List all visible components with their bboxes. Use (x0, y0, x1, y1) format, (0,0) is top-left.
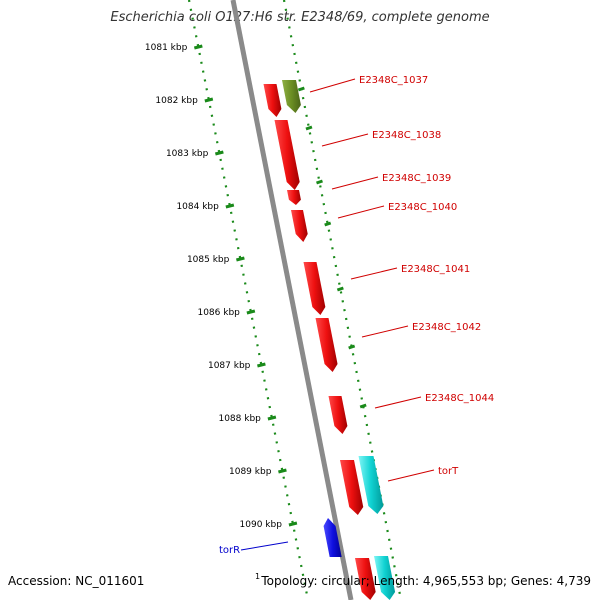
kbp-tick (225, 203, 235, 209)
outer-tick (316, 179, 323, 185)
gene-feature[interactable] (282, 80, 301, 113)
gene-label[interactable]: E2348C_1041 (401, 264, 470, 275)
gene-feature[interactable] (340, 460, 364, 515)
gene-label[interactable]: E2348C_1042 (412, 322, 481, 333)
gene-leader-line (337, 205, 385, 219)
outer-tick (324, 221, 332, 227)
gene-feature[interactable] (274, 120, 300, 190)
gene-label[interactable]: E2348C_1040 (388, 202, 457, 213)
footnote-mark: 1 (255, 572, 261, 581)
gene-feature[interactable] (374, 556, 396, 600)
outer-tick (336, 286, 344, 292)
kbp-tick (236, 256, 245, 262)
kbp-tick (214, 150, 224, 156)
gene-leader-line (240, 541, 289, 551)
kbp-tick-label: 1084 kbp (176, 202, 219, 212)
gene-label[interactable]: E2348C_1037 (359, 75, 428, 86)
kbp-tick (204, 97, 214, 103)
map-title: Escherichia coli O127:H6 str. E2348/69, … (110, 10, 490, 25)
kbp-tick-label: 1086 kbp (197, 308, 240, 318)
kbp-tick (246, 309, 256, 315)
gene-leader-line (321, 133, 369, 147)
gene-leader-line (361, 325, 409, 338)
outer-tick (297, 86, 305, 92)
gene-feature[interactable] (263, 84, 282, 117)
kbp-tick (193, 44, 203, 50)
kbp-tick (257, 362, 266, 368)
genome-backbone (230, 0, 354, 600)
kbp-tick-label: 1087 kbp (208, 361, 251, 371)
kbp-tick-label: 1083 kbp (166, 149, 209, 159)
kbp-tick-label: 1088 kbp (218, 414, 261, 424)
kbp-tick (267, 415, 277, 421)
kbp-tick (288, 521, 298, 527)
gene-feature[interactable] (355, 558, 376, 600)
genome-summary: Topology: circular; Length: 4,965,553 bp… (261, 574, 591, 588)
outer-tick (348, 344, 356, 350)
gene-label[interactable]: E2348C_1044 (425, 393, 494, 404)
gene-label[interactable]: torR (219, 545, 240, 556)
kbp-tick-label: 1085 kbp (187, 255, 230, 265)
gene-feature[interactable] (323, 518, 342, 557)
kbp-tick-label: 1082 kbp (155, 96, 198, 106)
gene-leader-line (309, 78, 356, 93)
gene-leader-line (387, 469, 435, 482)
gene-feature[interactable] (315, 318, 338, 372)
outer-tick (305, 125, 313, 131)
gene-label[interactable]: torT (438, 466, 459, 477)
gene-feature[interactable] (291, 210, 308, 242)
gene-label[interactable]: E2348C_1039 (382, 173, 451, 184)
gene-feature[interactable] (287, 190, 301, 205)
outer-tick (359, 403, 367, 409)
gene-leader-line (374, 396, 422, 409)
kbp-tick (278, 468, 287, 474)
gene-leader-line (331, 176, 379, 190)
kbp-tick-label: 1081 kbp (145, 43, 188, 53)
kbp-tick-label: 1090 kbp (240, 520, 283, 530)
accession-text: Accession: NC_011601 (8, 574, 145, 588)
gene-leader-line (350, 267, 398, 280)
gene-feature[interactable] (328, 396, 348, 434)
gene-label[interactable]: E2348C_1038 (372, 130, 441, 141)
kbp-tick-label: 1089 kbp (229, 467, 272, 477)
gene-feature[interactable] (303, 262, 326, 315)
gene-feature[interactable] (358, 456, 384, 514)
